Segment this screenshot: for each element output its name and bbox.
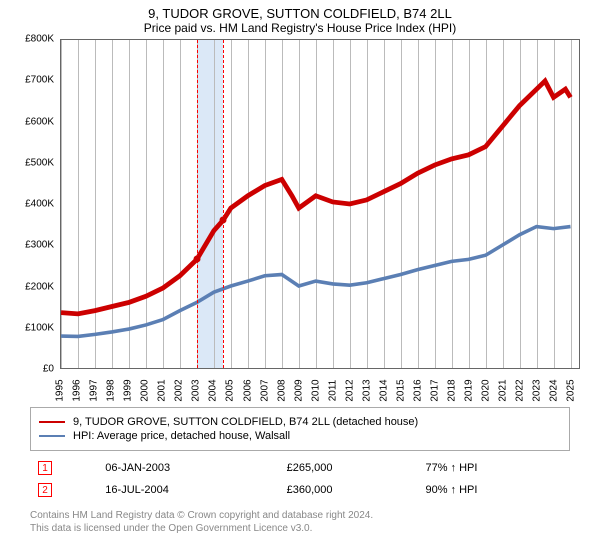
y-axis: £0£100K£200K£300K£400K£500K£600K£700K£80… [10, 39, 58, 369]
sale-marker-line [197, 40, 198, 368]
sale-marker-point [220, 217, 227, 224]
y-tick-label: £100K [25, 322, 54, 333]
x-tick-label: 1996 [72, 379, 83, 401]
x-tick-label: 1998 [106, 379, 117, 401]
sale-vs-hpi: 90% ↑ HPI [417, 479, 570, 501]
x-tick-label: 2019 [464, 379, 475, 401]
x-tick-label: 2017 [430, 379, 441, 401]
sale-marker-point [194, 256, 201, 263]
page-subtitle: Price paid vs. HM Land Registry's House … [0, 21, 600, 39]
x-tick-label: 2021 [498, 379, 509, 401]
x-tick-label: 2016 [413, 379, 424, 401]
x-tick-label: 2003 [191, 379, 202, 401]
x-tick-label: 2020 [481, 379, 492, 401]
sale-marker-icon: 2 [38, 483, 52, 497]
x-tick-label: 2009 [293, 379, 304, 401]
sale-marker-cell: 1 [30, 457, 97, 479]
legend-row: HPI: Average price, detached house, Wals… [39, 430, 561, 442]
y-tick-label: £0 [43, 364, 54, 375]
y-tick-label: £200K [25, 281, 54, 292]
plot-area: 12 [60, 39, 580, 369]
sale-marker-line [223, 40, 224, 368]
x-tick-label: 1999 [123, 379, 134, 401]
x-tick-label: 2011 [327, 380, 338, 402]
x-tick-label: 2002 [174, 379, 185, 401]
x-tick-label: 2024 [549, 379, 560, 401]
x-tick-label: 2018 [447, 379, 458, 401]
x-tick-label: 2000 [140, 379, 151, 401]
x-tick-label: 2006 [242, 379, 253, 401]
table-row: 1 06-JAN-2003 £265,000 77% ↑ HPI [30, 457, 570, 479]
x-tick-label: 2014 [378, 379, 389, 401]
x-tick-label: 2005 [225, 379, 236, 401]
footer: Contains HM Land Registry data © Crown c… [30, 509, 570, 535]
sale-date: 06-JAN-2003 [97, 457, 278, 479]
sales-table: 1 06-JAN-2003 £265,000 77% ↑ HPI 2 16-JU… [30, 457, 570, 501]
y-tick-label: £400K [25, 199, 54, 210]
x-tick-label: 2012 [344, 379, 355, 401]
line-chart-svg [61, 40, 579, 368]
table-row: 2 16-JUL-2004 £360,000 90% ↑ HPI [30, 479, 570, 501]
series-line [61, 81, 571, 314]
sale-date: 16-JUL-2004 [97, 479, 278, 501]
x-axis: 1995199619971998199920002001200220032004… [60, 371, 580, 399]
series-line [61, 227, 571, 337]
x-tick-label: 2025 [566, 379, 577, 401]
sale-marker-icon: 1 [38, 461, 52, 475]
chart-container: 9, TUDOR GROVE, SUTTON COLDFIELD, B74 2L… [0, 0, 600, 560]
legend-label-series1: 9, TUDOR GROVE, SUTTON COLDFIELD, B74 2L… [73, 416, 418, 428]
sale-price: £360,000 [279, 479, 418, 501]
y-tick-label: £800K [25, 34, 54, 45]
legend-swatch-series2 [39, 435, 65, 437]
legend: 9, TUDOR GROVE, SUTTON COLDFIELD, B74 2L… [30, 407, 570, 451]
x-tick-label: 2001 [157, 379, 168, 401]
footer-line1: Contains HM Land Registry data © Crown c… [30, 509, 570, 522]
legend-row: 9, TUDOR GROVE, SUTTON COLDFIELD, B74 2L… [39, 416, 561, 428]
x-tick-label: 2007 [259, 379, 270, 401]
y-tick-label: £700K [25, 75, 54, 86]
sale-vs-hpi: 77% ↑ HPI [417, 457, 570, 479]
page-title: 9, TUDOR GROVE, SUTTON COLDFIELD, B74 2L… [0, 0, 600, 21]
x-tick-label: 2004 [208, 379, 219, 401]
legend-swatch-series1 [39, 421, 65, 423]
y-tick-label: £500K [25, 157, 54, 168]
x-tick-label: 2013 [361, 379, 372, 401]
legend-label-series2: HPI: Average price, detached house, Wals… [73, 430, 290, 442]
x-tick-label: 2015 [395, 379, 406, 401]
x-tick-label: 1997 [89, 379, 100, 401]
x-tick-label: 2008 [276, 379, 287, 401]
sale-marker-cell: 2 [30, 479, 97, 501]
y-tick-label: £600K [25, 116, 54, 127]
x-tick-label: 2023 [532, 379, 543, 401]
x-tick-label: 2010 [310, 379, 321, 401]
x-tick-label: 1995 [55, 379, 66, 401]
sale-price: £265,000 [279, 457, 418, 479]
y-tick-label: £300K [25, 240, 54, 251]
chart-area: £0£100K£200K£300K£400K£500K£600K£700K£80… [10, 39, 590, 399]
x-tick-label: 2022 [515, 379, 526, 401]
footer-line2: This data is licensed under the Open Gov… [30, 522, 570, 535]
